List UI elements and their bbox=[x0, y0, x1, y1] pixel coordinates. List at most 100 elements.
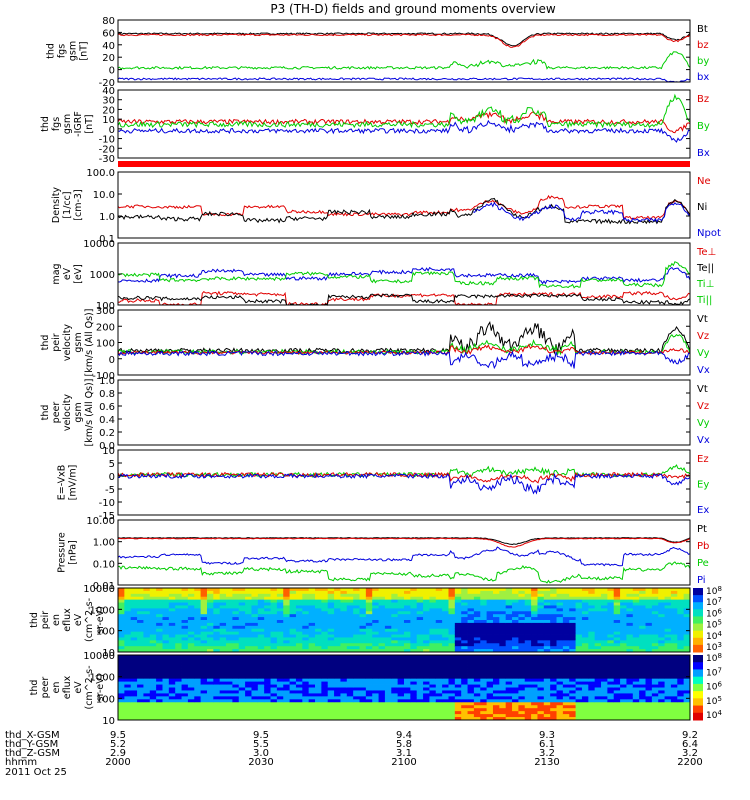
spectrogram-cell bbox=[124, 625, 132, 630]
spectrogram-cell bbox=[410, 620, 418, 624]
spectrogram-cell bbox=[334, 596, 341, 601]
spectrogram-cell bbox=[245, 622, 252, 627]
spectrogram-cell bbox=[607, 660, 615, 665]
spectrogram-cell bbox=[670, 672, 678, 677]
spectrogram-cell bbox=[378, 602, 386, 606]
spectrogram-cell bbox=[206, 705, 214, 709]
spectrogram-cell bbox=[429, 599, 437, 603]
y-axis-label: gsm bbox=[68, 41, 79, 61]
spectrogram-cell bbox=[664, 649, 672, 653]
spectrogram-cell bbox=[620, 614, 627, 618]
spectrogram-cell bbox=[404, 714, 411, 718]
spectrogram-cell bbox=[175, 699, 182, 703]
spectrogram-cell bbox=[124, 669, 132, 674]
spectrogram-cell bbox=[283, 714, 290, 718]
spectrogram-cell bbox=[327, 693, 335, 697]
spectrogram-cell bbox=[639, 625, 646, 630]
spectrogram-cell bbox=[429, 631, 437, 635]
spectrogram-cell bbox=[677, 711, 685, 715]
spectrogram-cell bbox=[607, 631, 615, 635]
spectrogram-cell bbox=[353, 640, 360, 644]
spectrogram-cell bbox=[442, 705, 449, 709]
spectrogram-cell bbox=[404, 608, 411, 612]
spectrogram-cell bbox=[454, 693, 462, 697]
spectrogram-cell bbox=[550, 588, 557, 592]
spectrogram-cell bbox=[130, 690, 138, 694]
spectrogram-cell bbox=[645, 663, 653, 668]
spectrogram-cell bbox=[213, 711, 221, 715]
spectrogram-cell bbox=[194, 620, 202, 624]
spectrogram-cell bbox=[607, 669, 615, 674]
spectrogram-cell bbox=[130, 708, 138, 712]
spectrogram-cell bbox=[175, 617, 182, 621]
spectrogram-cell bbox=[581, 714, 589, 718]
spectrogram-cell bbox=[289, 666, 297, 671]
spectrogram-cell bbox=[601, 660, 608, 665]
spectrogram-cell bbox=[327, 628, 335, 633]
spectrogram-cell bbox=[365, 678, 373, 682]
spectrogram-cell bbox=[683, 593, 691, 598]
spectrogram-cell bbox=[435, 608, 443, 612]
spectrogram-cell bbox=[276, 672, 284, 677]
spectrogram-cell bbox=[232, 620, 240, 624]
spectrogram-cell bbox=[200, 660, 208, 665]
spectrogram-cell bbox=[461, 672, 468, 677]
spectrogram-cell bbox=[276, 620, 284, 624]
spectrogram-cell bbox=[550, 675, 557, 680]
spectrogram-cell bbox=[308, 617, 316, 621]
spectrogram-cell bbox=[550, 622, 557, 627]
spectrogram-cell bbox=[410, 660, 418, 665]
spectrogram-cell bbox=[143, 666, 151, 671]
spectrogram-cell bbox=[270, 614, 278, 618]
spectrogram-cell bbox=[321, 631, 329, 635]
spectrogram-cell bbox=[550, 614, 557, 618]
spectrogram-cell bbox=[365, 649, 373, 653]
spectrogram-cell bbox=[245, 717, 252, 721]
spectrogram-cell bbox=[200, 628, 208, 633]
spectrogram-cell bbox=[264, 628, 271, 633]
spectrogram-cell bbox=[162, 693, 170, 697]
spectrogram-cell bbox=[283, 669, 290, 674]
spectrogram-cell bbox=[448, 705, 456, 709]
spectrogram-cell bbox=[492, 617, 500, 621]
spectrogram-cell bbox=[607, 628, 615, 633]
spectrogram-cell bbox=[137, 657, 144, 662]
spectrogram-cell bbox=[321, 590, 329, 595]
y-axis-label: thd bbox=[29, 612, 40, 628]
spectrogram-cell bbox=[130, 649, 138, 653]
spectrogram-cell bbox=[442, 702, 449, 706]
ephemeris-value: 6.4 bbox=[682, 739, 698, 750]
spectrogram-cell bbox=[162, 608, 170, 612]
spectrogram-cell bbox=[499, 628, 507, 633]
spectrogram-cell bbox=[505, 660, 513, 665]
spectrogram-cell bbox=[372, 605, 379, 609]
spectrogram-cell bbox=[404, 696, 411, 700]
spectrogram-cell bbox=[651, 611, 659, 615]
spectrogram-cell bbox=[518, 596, 526, 601]
spectrogram-cell bbox=[442, 714, 449, 718]
spectrogram-cell bbox=[378, 646, 386, 650]
spectrogram-cell bbox=[359, 608, 367, 612]
spectrogram-cell bbox=[454, 699, 462, 703]
spectrogram-cell bbox=[518, 711, 526, 715]
spectrogram-cell bbox=[187, 605, 195, 609]
ephemeris-value: 9.5 bbox=[110, 730, 126, 741]
spectrogram-cell bbox=[124, 687, 132, 691]
spectrogram-cell bbox=[499, 620, 507, 624]
spectrogram-cell bbox=[505, 602, 513, 606]
spectrogram-cell bbox=[607, 634, 615, 638]
spectrogram-cell bbox=[651, 617, 659, 621]
spectrogram-cell bbox=[607, 588, 615, 592]
spectrogram-cell bbox=[651, 637, 659, 641]
spectrogram-cell bbox=[613, 588, 621, 592]
y-axis-label: fgs bbox=[51, 117, 62, 131]
spectrogram-cell bbox=[683, 646, 691, 650]
legend-entry: Pb bbox=[697, 541, 709, 552]
spectrogram-cell bbox=[238, 705, 246, 709]
spectrogram-cell bbox=[340, 588, 348, 592]
spectrogram-cell bbox=[276, 708, 284, 712]
spectrogram-cell bbox=[130, 622, 138, 627]
spectrogram-cell bbox=[295, 669, 303, 674]
spectrogram-cell bbox=[162, 588, 170, 592]
spectrogram-cell bbox=[321, 625, 329, 630]
